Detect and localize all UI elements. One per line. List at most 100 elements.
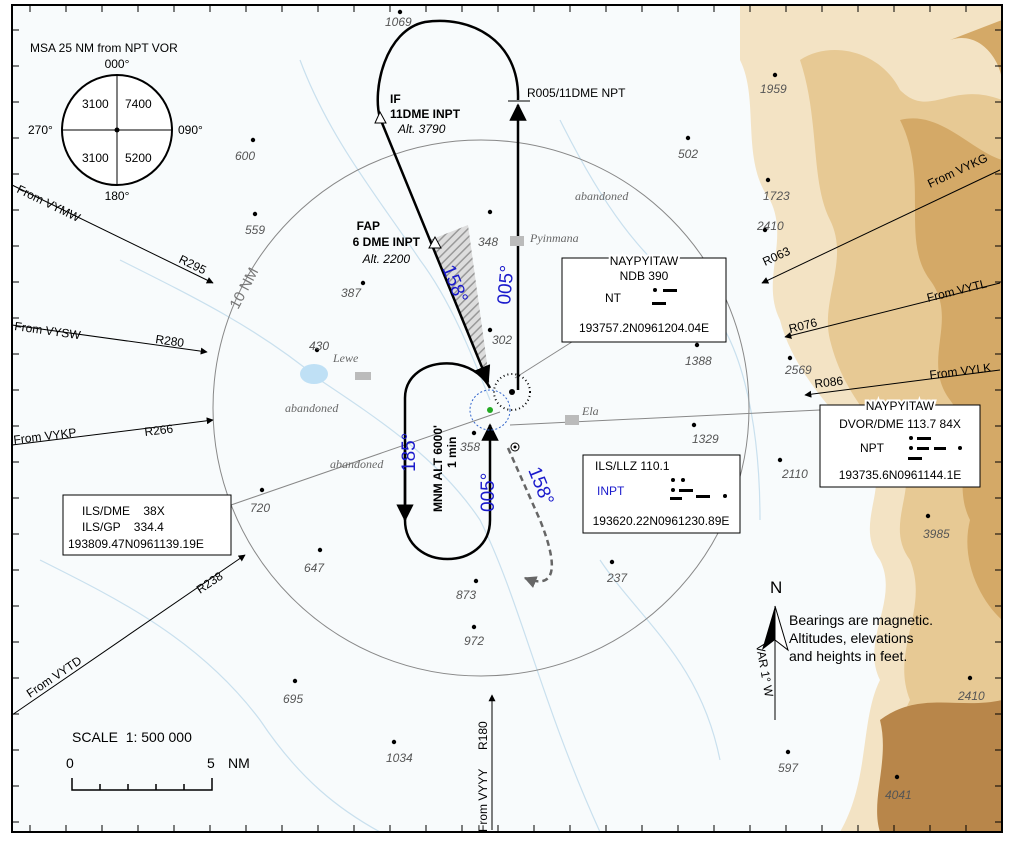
msa-altitude: 3100 bbox=[82, 151, 109, 165]
place: abandoned bbox=[330, 457, 384, 471]
navaid-name: NAYPYITAW bbox=[866, 399, 935, 413]
msa-altitude: 7400 bbox=[125, 97, 152, 111]
spot-dot bbox=[397, 9, 403, 15]
spot-height: 2569 bbox=[784, 363, 812, 377]
route-radial: R076 bbox=[787, 315, 819, 336]
spot-height: 348 bbox=[478, 235, 498, 249]
procedure bbox=[376, 19, 527, 561]
spot-dot bbox=[487, 327, 493, 333]
ndb-box: NAYPYITAW NDB 390 NT 193757.2N0961204.04… bbox=[561, 252, 727, 343]
navaid-coord: 193620.22N0961230.89E bbox=[593, 514, 730, 528]
route-radial: R086 bbox=[814, 374, 845, 391]
spot-dot bbox=[762, 227, 768, 233]
if-dme: 11DME INPT bbox=[390, 107, 461, 121]
note: Altitudes, elevations bbox=[789, 630, 914, 646]
spot-height: 4041 bbox=[885, 788, 912, 802]
msa-bearing: 090° bbox=[178, 123, 203, 137]
spot-dot bbox=[391, 739, 397, 745]
spot-height: 302 bbox=[492, 333, 512, 347]
msa-altitude: 3100 bbox=[82, 97, 109, 111]
spot-dot bbox=[473, 578, 479, 584]
spot-height: 430 bbox=[309, 339, 329, 353]
spot-height: 1959 bbox=[760, 82, 787, 96]
spot-height: 695 bbox=[283, 692, 303, 706]
place: abandoned bbox=[575, 189, 629, 203]
spot-height: 1723 bbox=[763, 189, 790, 203]
spot-height: 358 bbox=[460, 440, 480, 454]
place: abandoned bbox=[285, 401, 339, 415]
frame bbox=[11, 4, 1003, 833]
fap-symbol bbox=[428, 235, 442, 249]
spot-dot bbox=[487, 209, 493, 215]
spot-dot bbox=[292, 678, 298, 684]
msa: MSA 25 NM from NPT VOR 000° 090° 180° 27… bbox=[28, 41, 203, 203]
spot-dot bbox=[471, 624, 477, 630]
spot-height: 972 bbox=[464, 634, 484, 648]
routes bbox=[11, 169, 1001, 830]
navaid-coord: 193757.2N0961204.04E bbox=[579, 321, 709, 335]
fap-alt: Alt. 2200 bbox=[362, 252, 411, 266]
spot-dot bbox=[777, 457, 783, 463]
spot-height: 1388 bbox=[685, 354, 712, 368]
lake bbox=[300, 364, 328, 384]
spot-height: 600 bbox=[235, 149, 255, 163]
frame-ticks bbox=[12, 5, 1002, 832]
fap-name: FAP bbox=[357, 219, 380, 233]
scale-unit: NM bbox=[228, 755, 250, 771]
spot-dot bbox=[685, 135, 691, 141]
spot-height: 2110 bbox=[781, 467, 808, 481]
navaid-symbols bbox=[469, 373, 531, 452]
msa-bearing: 180° bbox=[105, 189, 130, 203]
if-symbol bbox=[374, 110, 387, 124]
navaid-name: NAYPYITAW bbox=[610, 254, 679, 268]
spot-height: 1034 bbox=[386, 751, 413, 765]
route-radial: R180 bbox=[476, 721, 490, 750]
spot-height: 2410 bbox=[957, 689, 985, 703]
spot-height: 647 bbox=[304, 561, 325, 575]
if-alt: Alt. 3790 bbox=[397, 122, 446, 136]
spot-height: 387 bbox=[341, 286, 362, 300]
scale-title: SCALE 1: 500 000 bbox=[72, 729, 192, 745]
spot-height: 1329 bbox=[692, 432, 719, 446]
spot-dot bbox=[691, 422, 697, 428]
r005-fix: R005/11DME NPT bbox=[527, 86, 626, 100]
spot-height: 2410 bbox=[756, 219, 784, 233]
fap-dme: 6 DME INPT bbox=[353, 235, 421, 249]
spot-dot bbox=[772, 72, 778, 78]
spot-dot bbox=[609, 559, 615, 565]
msa-bearing: 000° bbox=[105, 57, 130, 71]
range-ring bbox=[212, 139, 750, 677]
spot-dot bbox=[785, 749, 791, 755]
spot-dot bbox=[252, 211, 258, 217]
navaid-type: DVOR/DME 113.7 84X bbox=[839, 417, 961, 431]
route-radial: R280 bbox=[155, 332, 186, 350]
place: Lewe bbox=[332, 351, 359, 365]
navaid-ident: INPT bbox=[597, 484, 625, 498]
dme-line: ILS/DME 38X bbox=[82, 504, 165, 518]
llz-box: ILS/LLZ 110.1 INPT 193620.22N0961230.89E bbox=[582, 454, 741, 534]
msa-bearing: 270° bbox=[28, 123, 53, 137]
track-label: 005° bbox=[478, 473, 499, 512]
holding-time: 1 min bbox=[445, 437, 459, 468]
leader-lines bbox=[230, 339, 821, 506]
track-label: 185° bbox=[399, 433, 420, 472]
msa-altitude: 5200 bbox=[125, 151, 152, 165]
scale-start: 0 bbox=[66, 755, 74, 771]
missed-approach bbox=[506, 447, 554, 588]
navaid-ident: NPT bbox=[860, 441, 885, 455]
dme-line: 193809.47N0961139.19E bbox=[68, 537, 204, 551]
place: Pyinmana bbox=[529, 231, 579, 245]
dvor-box: NAYPYITAW DVOR/DME 113.7 84X NPT 193735.… bbox=[819, 397, 981, 488]
spot-dot bbox=[360, 280, 366, 286]
navaid-type: NDB 390 bbox=[620, 269, 669, 283]
spot-height: 559 bbox=[245, 223, 265, 237]
route-radial: R266 bbox=[144, 422, 175, 439]
navaid-type: ILS/LLZ 110.1 bbox=[595, 459, 670, 473]
spot-height: 720 bbox=[250, 501, 270, 515]
spot-heights: 1069 1959 600 502 1723 2410 559 348 387 302 1388 43… bbox=[235, 9, 985, 802]
spot-height: 237 bbox=[606, 571, 628, 585]
dme-box: ILS/DME 38X ILS/GP 334.4 193809.47N09611… bbox=[62, 494, 232, 556]
spot-dot bbox=[471, 430, 477, 436]
